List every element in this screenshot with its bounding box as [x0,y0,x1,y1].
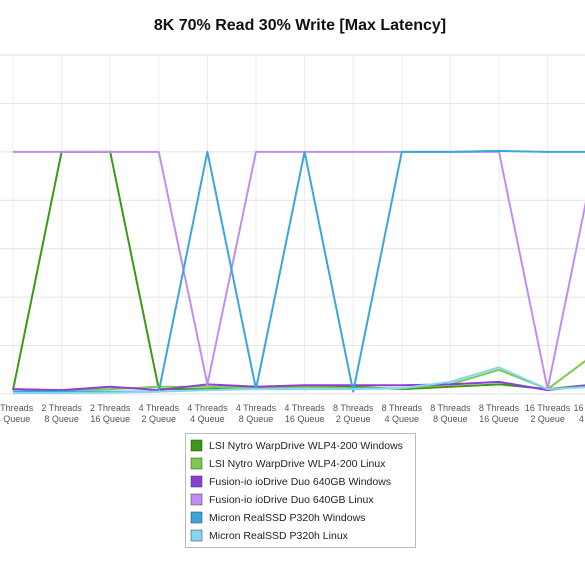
legend-label: LSI Nytro WarpDrive WLP4-200 Windows [209,440,403,452]
legend-swatch [190,475,203,488]
x-tick-label: 4 Threads [236,403,277,413]
legend: LSI Nytro WarpDrive WLP4-200 Windows LSI … [190,439,403,542]
legend-swatch [190,529,203,542]
chart-title: 8K 70% Read 30% Write [Max Latency] [154,17,446,34]
x-tick-label: 4 Queue [385,414,420,424]
x-tick-label: 8 Queue [433,414,468,424]
x-tick-label: 4 Queue [190,414,225,424]
series-line [12,359,585,393]
x-tick-label: 2 Threads [41,403,82,413]
x-tick-label: 4 Threads [187,403,228,413]
legend-swatch [190,511,203,524]
legend-label: Micron RealSSD P320h Windows [209,512,365,524]
x-tick-label: 8 Threads [333,403,374,413]
series-line [13,366,585,395]
x-tick-label: 8 Queue [239,414,274,424]
grid [0,54,585,395]
x-tick-label: 2 Queue [336,414,371,424]
series-line [12,380,585,392]
legend-label: Fusion-io ioDrive Duo 640GB Windows [209,476,391,488]
x-tick-label: 4 Threads [284,403,325,413]
x-tick-label: 4 Queue [579,414,585,424]
x-tick-label: 16 Threads [525,403,571,413]
x-tick-label: 16 Threads [574,403,585,413]
legend-swatch [190,439,203,452]
legend-label: LSI Nytro WarpDrive WLP4-200 Linux [209,458,386,470]
x-tick-label: 4 Threads [139,403,180,413]
x-tick-label: 2 Threads [90,403,131,413]
x-tick-label: 16 Queue [90,414,130,424]
x-tick-label: 8 Queue [44,414,79,424]
legend-swatch [190,457,203,470]
x-tick-label: 2 Threads [0,403,34,413]
legend-label: Fusion-io ioDrive Duo 640GB Linux [209,494,374,506]
x-tick-label: 2 Queue [142,414,177,424]
legend-label: Micron RealSSD P320h Linux [209,530,349,542]
x-tick-label: 4 Queue [0,414,30,424]
x-tick-label: 8 Threads [382,403,423,413]
plot-lines [12,149,585,395]
x-tick-label: 16 Queue [479,414,519,424]
legend-swatch [190,493,203,506]
x-tick-label: 16 Queue [285,414,325,424]
x-tick-label: 8 Threads [479,403,520,413]
x-tick-label: 2 Queue [530,414,565,424]
legend-box [185,433,416,548]
x-tick-label: 8 Threads [430,403,471,413]
